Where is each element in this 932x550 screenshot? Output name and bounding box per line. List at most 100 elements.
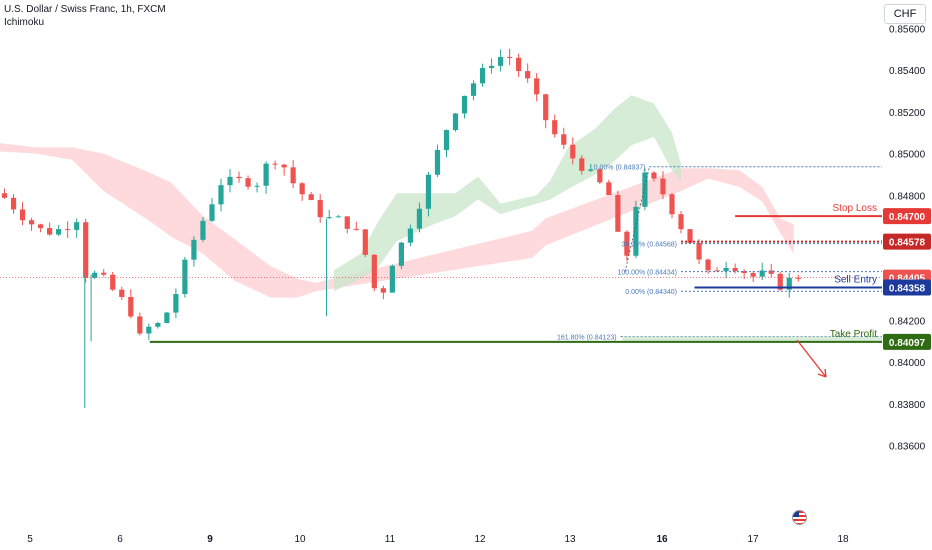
candle-body bbox=[263, 163, 269, 186]
candle-body bbox=[461, 95, 468, 114]
candle-body bbox=[741, 271, 747, 274]
candle-body bbox=[452, 113, 459, 131]
candle-body bbox=[335, 216, 341, 218]
x-tick-label: 13 bbox=[564, 534, 576, 545]
x-tick-label: 6 bbox=[117, 534, 123, 545]
y-tick-label: 0.83600 bbox=[889, 442, 926, 453]
candle-body bbox=[777, 273, 783, 290]
candle-body bbox=[56, 229, 62, 235]
fib-level-label: 100.00% (0.84434) bbox=[617, 270, 677, 277]
candle-body bbox=[326, 217, 332, 219]
ichimoku-cloud-bullish bbox=[333, 95, 682, 292]
candle-body bbox=[362, 229, 368, 255]
candle-body bbox=[164, 312, 170, 323]
candle-body bbox=[128, 297, 134, 317]
candle-body bbox=[732, 267, 738, 272]
candle-body bbox=[443, 130, 450, 150]
candle-body bbox=[65, 229, 71, 231]
y-tick-label: 0.85600 bbox=[889, 25, 926, 36]
candle-body bbox=[786, 277, 792, 290]
candle-body bbox=[19, 209, 26, 221]
y-tick-label: 0.84200 bbox=[889, 316, 926, 327]
candle-body bbox=[579, 158, 585, 171]
candle-body bbox=[47, 228, 53, 235]
candle-body bbox=[272, 163, 278, 165]
candle-body bbox=[416, 208, 423, 229]
candle-body bbox=[398, 242, 404, 266]
candle-body bbox=[498, 56, 504, 66]
candle-body bbox=[74, 222, 80, 230]
candle-body bbox=[254, 185, 260, 187]
candle-body bbox=[516, 57, 522, 72]
candle-body bbox=[723, 267, 729, 272]
currency-selector-button[interactable]: CHF bbox=[884, 4, 926, 24]
take-profit-badge bbox=[883, 333, 931, 350]
candle-body bbox=[101, 272, 107, 275]
current-price-badge-text: 0.84405 bbox=[889, 274, 926, 285]
candle-body bbox=[507, 56, 513, 58]
fib-level-label: 0.00% (0.84340) bbox=[625, 289, 677, 296]
candle-body bbox=[570, 144, 576, 159]
y-tick-label: 0.85000 bbox=[889, 150, 926, 161]
fib-trend-line bbox=[624, 166, 650, 272]
sell-entry-badge bbox=[883, 279, 931, 296]
candle-body bbox=[371, 254, 377, 289]
candle-body bbox=[218, 185, 224, 205]
candle-body bbox=[669, 194, 675, 215]
sell-entry-badge-text: 0.84358 bbox=[889, 283, 926, 294]
indicator-label: Ichimoku bbox=[4, 17, 45, 28]
candle-body bbox=[795, 277, 801, 279]
candle-body bbox=[290, 167, 296, 184]
candle-body bbox=[173, 294, 179, 313]
candle-body bbox=[119, 289, 125, 298]
candle-body bbox=[642, 172, 648, 207]
candle-body bbox=[696, 242, 702, 260]
x-tick-label: 11 bbox=[385, 534, 396, 545]
x-tick-label: 12 bbox=[474, 534, 486, 545]
candle-body bbox=[687, 229, 693, 243]
candle-body bbox=[353, 228, 359, 230]
y-tick-label: 0.83800 bbox=[889, 400, 926, 411]
candle-body bbox=[624, 231, 630, 256]
fib-level-label: 0.00% (0.84937) bbox=[594, 165, 646, 172]
candle-body bbox=[425, 174, 432, 209]
y-tick-label: 0.84000 bbox=[889, 358, 926, 369]
candle-body bbox=[597, 169, 603, 183]
candle-body bbox=[137, 316, 143, 334]
candle-body bbox=[525, 71, 531, 79]
fib-level-label: 161.80% (0.84123) bbox=[557, 334, 617, 341]
candle-body bbox=[759, 270, 765, 277]
candle-body bbox=[191, 239, 197, 260]
projection-arrow bbox=[796, 339, 827, 378]
x-tick-label: 18 bbox=[837, 534, 849, 545]
candle-body bbox=[155, 322, 161, 327]
candle-body bbox=[615, 195, 621, 232]
x-tick-label: 16 bbox=[656, 534, 668, 545]
candle-body bbox=[651, 172, 657, 179]
stop-loss-badge-text: 0.84700 bbox=[889, 212, 926, 223]
us-flag-icon bbox=[792, 510, 807, 525]
candles-group bbox=[1, 48, 801, 340]
resistance-badge bbox=[883, 233, 931, 250]
candle-body bbox=[407, 228, 414, 243]
x-tick-label: 17 bbox=[747, 534, 759, 545]
stop-loss-badge bbox=[883, 208, 931, 225]
y-tick-label: 0.84800 bbox=[889, 191, 926, 202]
take-profit-zone bbox=[622, 336, 882, 342]
candle-body bbox=[552, 120, 558, 135]
candle-body bbox=[245, 178, 251, 187]
fib-level-label: 38.20% (0.84568) bbox=[621, 242, 677, 249]
candle-body bbox=[768, 270, 774, 274]
candle-body bbox=[434, 149, 441, 175]
candle-body bbox=[236, 176, 242, 179]
candle-body bbox=[200, 220, 206, 240]
stop-loss-label: Stop Loss bbox=[833, 203, 877, 214]
candle-body bbox=[633, 206, 639, 256]
candle-body bbox=[543, 94, 549, 121]
candle-body bbox=[83, 222, 89, 278]
candle-body bbox=[750, 273, 756, 277]
x-tick-label: 5 bbox=[27, 534, 33, 545]
candle-body bbox=[561, 134, 567, 145]
candle-body bbox=[110, 274, 116, 290]
